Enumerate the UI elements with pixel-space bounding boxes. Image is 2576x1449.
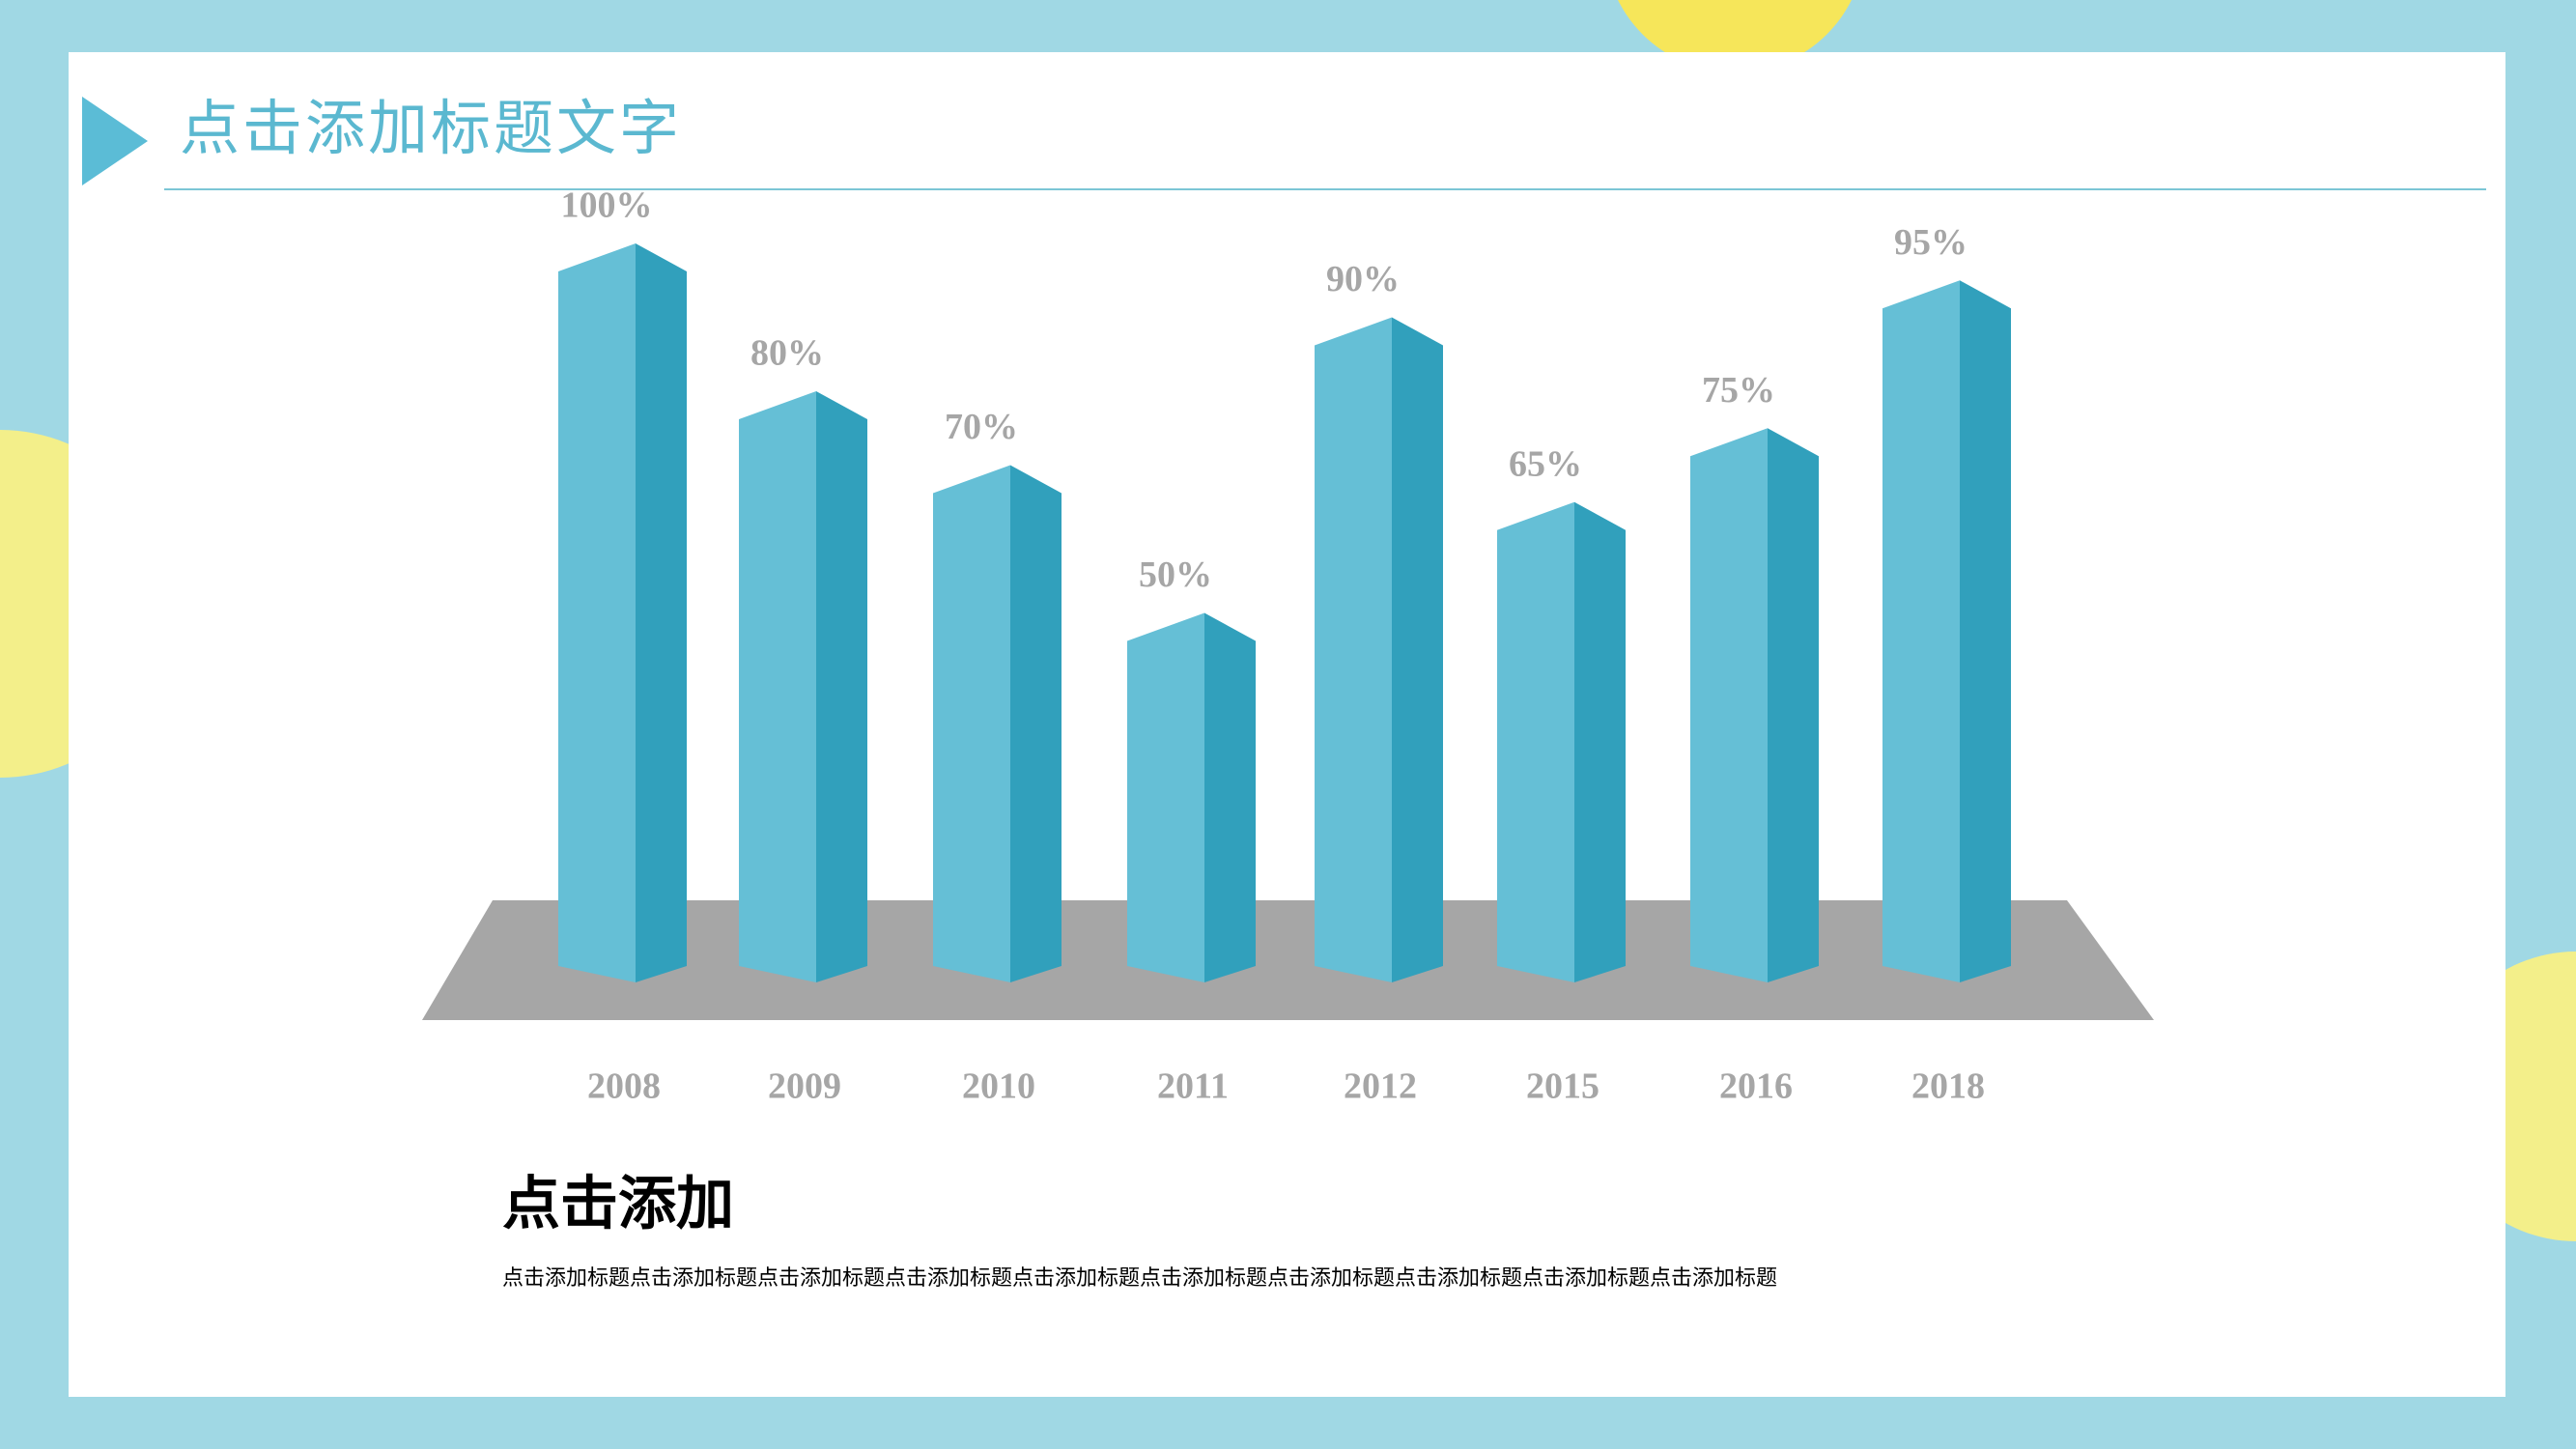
- x-tick-label: 2010: [962, 1066, 1035, 1107]
- panel: [69, 52, 2505, 1397]
- bar-side: [1204, 612, 1256, 982]
- bar-side: [1574, 501, 1626, 982]
- value-label: 50%: [1139, 554, 1212, 595]
- bar-front: [1882, 280, 1960, 982]
- bar-front: [558, 243, 636, 982]
- value-label: 70%: [945, 407, 1018, 447]
- bar-side: [1010, 465, 1062, 982]
- bar-front: [1127, 612, 1204, 982]
- x-tick-label: 2009: [768, 1066, 841, 1107]
- bar-side: [1960, 280, 2011, 982]
- bars: 100% 2008 80% 2009 70% 2010 50% 2011 90% 2012 65% 2…: [558, 185, 2011, 1107]
- value-label: 80%: [750, 333, 824, 374]
- x-tick-label: 2018: [1911, 1066, 1985, 1107]
- bar-front: [1497, 501, 1574, 982]
- value-label: 100%: [561, 185, 653, 226]
- value-label: 90%: [1326, 259, 1400, 299]
- value-label: 65%: [1509, 443, 1582, 484]
- bar-side: [1392, 317, 1443, 982]
- bar-front: [933, 465, 1010, 982]
- x-tick-label: 2008: [587, 1066, 661, 1107]
- text-body: 点击添加标题点击添加标题点击添加标题点击添加标题点击添加标题点击添加标题点击添加…: [502, 1266, 1777, 1291]
- bar-front: [1315, 317, 1392, 982]
- slide-title: 点击添加标题文字: [180, 93, 682, 163]
- x-tick-label: 2016: [1719, 1066, 1793, 1107]
- bar-side: [636, 243, 687, 982]
- bar-front: [739, 391, 816, 982]
- x-tick-label: 2015: [1526, 1066, 1599, 1107]
- text-heading: 点击添加: [502, 1171, 734, 1238]
- value-label: 95%: [1894, 222, 1967, 263]
- bar-side: [816, 391, 867, 982]
- value-label: 75%: [1702, 370, 1775, 411]
- x-tick-label: 2011: [1157, 1066, 1229, 1107]
- bar-front: [1690, 428, 1768, 982]
- bar-side: [1768, 428, 1819, 982]
- x-tick-label: 2012: [1344, 1066, 1417, 1107]
- title-icon: [82, 97, 148, 185]
